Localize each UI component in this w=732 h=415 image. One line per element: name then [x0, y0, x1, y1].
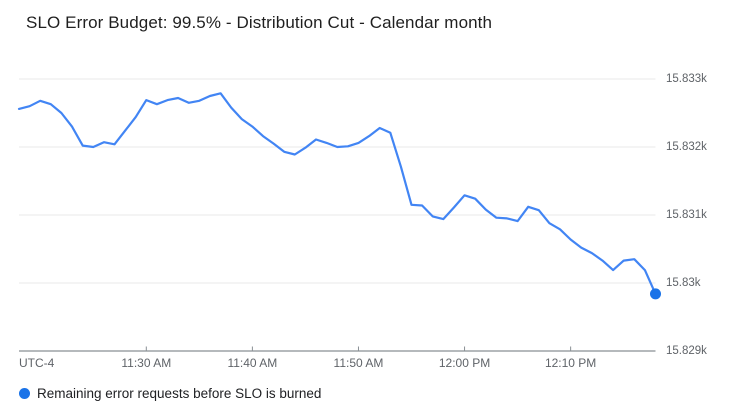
chart-title: SLO Error Budget: 99.5% - Distribution C… — [26, 13, 493, 32]
x-tick-label: 12:10 PM — [544, 356, 597, 370]
latest-value-dot — [650, 288, 661, 300]
legend-series-dot-icon — [19, 388, 30, 399]
x-tick-label: 11:30 AM — [121, 356, 172, 370]
legend-series-label: Remaining error requests before SLO is b… — [37, 386, 322, 401]
x-tick-label: 11:50 AM — [333, 356, 384, 370]
x-tick-label: 11:40 AM — [227, 356, 278, 370]
y-tick-label: 15.829k — [666, 345, 707, 357]
timezone-label: UTC-4 — [19, 356, 55, 370]
legend-item[interactable]: Remaining error requests before SLO is b… — [19, 386, 321, 401]
y-tick-label: 15.831k — [666, 209, 707, 221]
y-tick-label: 15.833k — [666, 73, 707, 85]
series-line — [17, 92, 657, 295]
y-tick-label: 15.832k — [666, 141, 707, 153]
y-tick-label: 15.83k — [666, 277, 701, 289]
x-tick-label: 12:00 PM — [438, 356, 491, 370]
